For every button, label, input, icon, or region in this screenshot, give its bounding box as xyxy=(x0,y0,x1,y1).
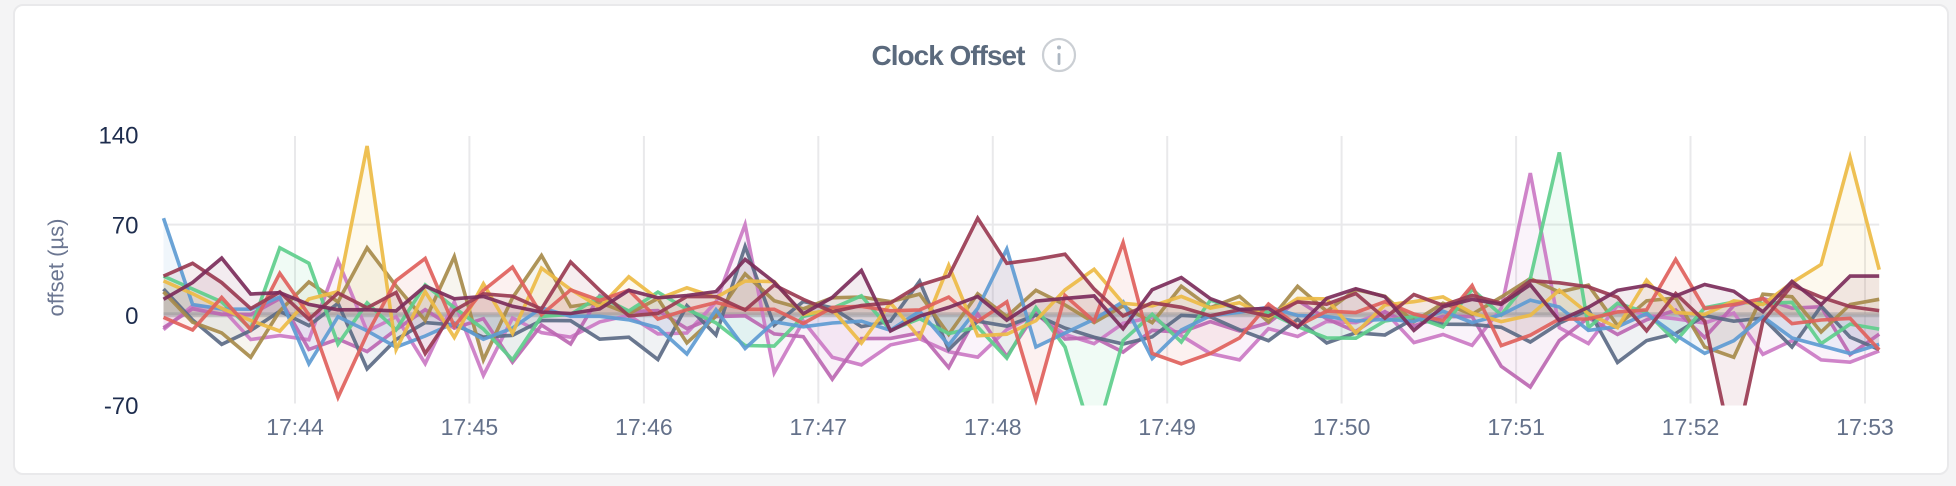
svg-text:140: 140 xyxy=(98,122,138,149)
svg-text:-70: -70 xyxy=(104,393,139,420)
svg-text:17:52: 17:52 xyxy=(1662,414,1720,440)
svg-text:0: 0 xyxy=(125,303,138,330)
svg-text:17:49: 17:49 xyxy=(1138,414,1196,440)
svg-text:17:44: 17:44 xyxy=(266,414,324,440)
svg-text:offset (µs): offset (µs) xyxy=(44,219,69,317)
svg-text:17:46: 17:46 xyxy=(615,414,673,440)
svg-text:17:48: 17:48 xyxy=(964,414,1022,440)
svg-text:17:51: 17:51 xyxy=(1487,414,1545,440)
svg-text:17:45: 17:45 xyxy=(441,414,499,440)
svg-text:70: 70 xyxy=(112,213,139,240)
svg-text:17:53: 17:53 xyxy=(1836,414,1894,440)
svg-text:17:50: 17:50 xyxy=(1313,414,1371,440)
svg-text:17:47: 17:47 xyxy=(790,414,848,440)
